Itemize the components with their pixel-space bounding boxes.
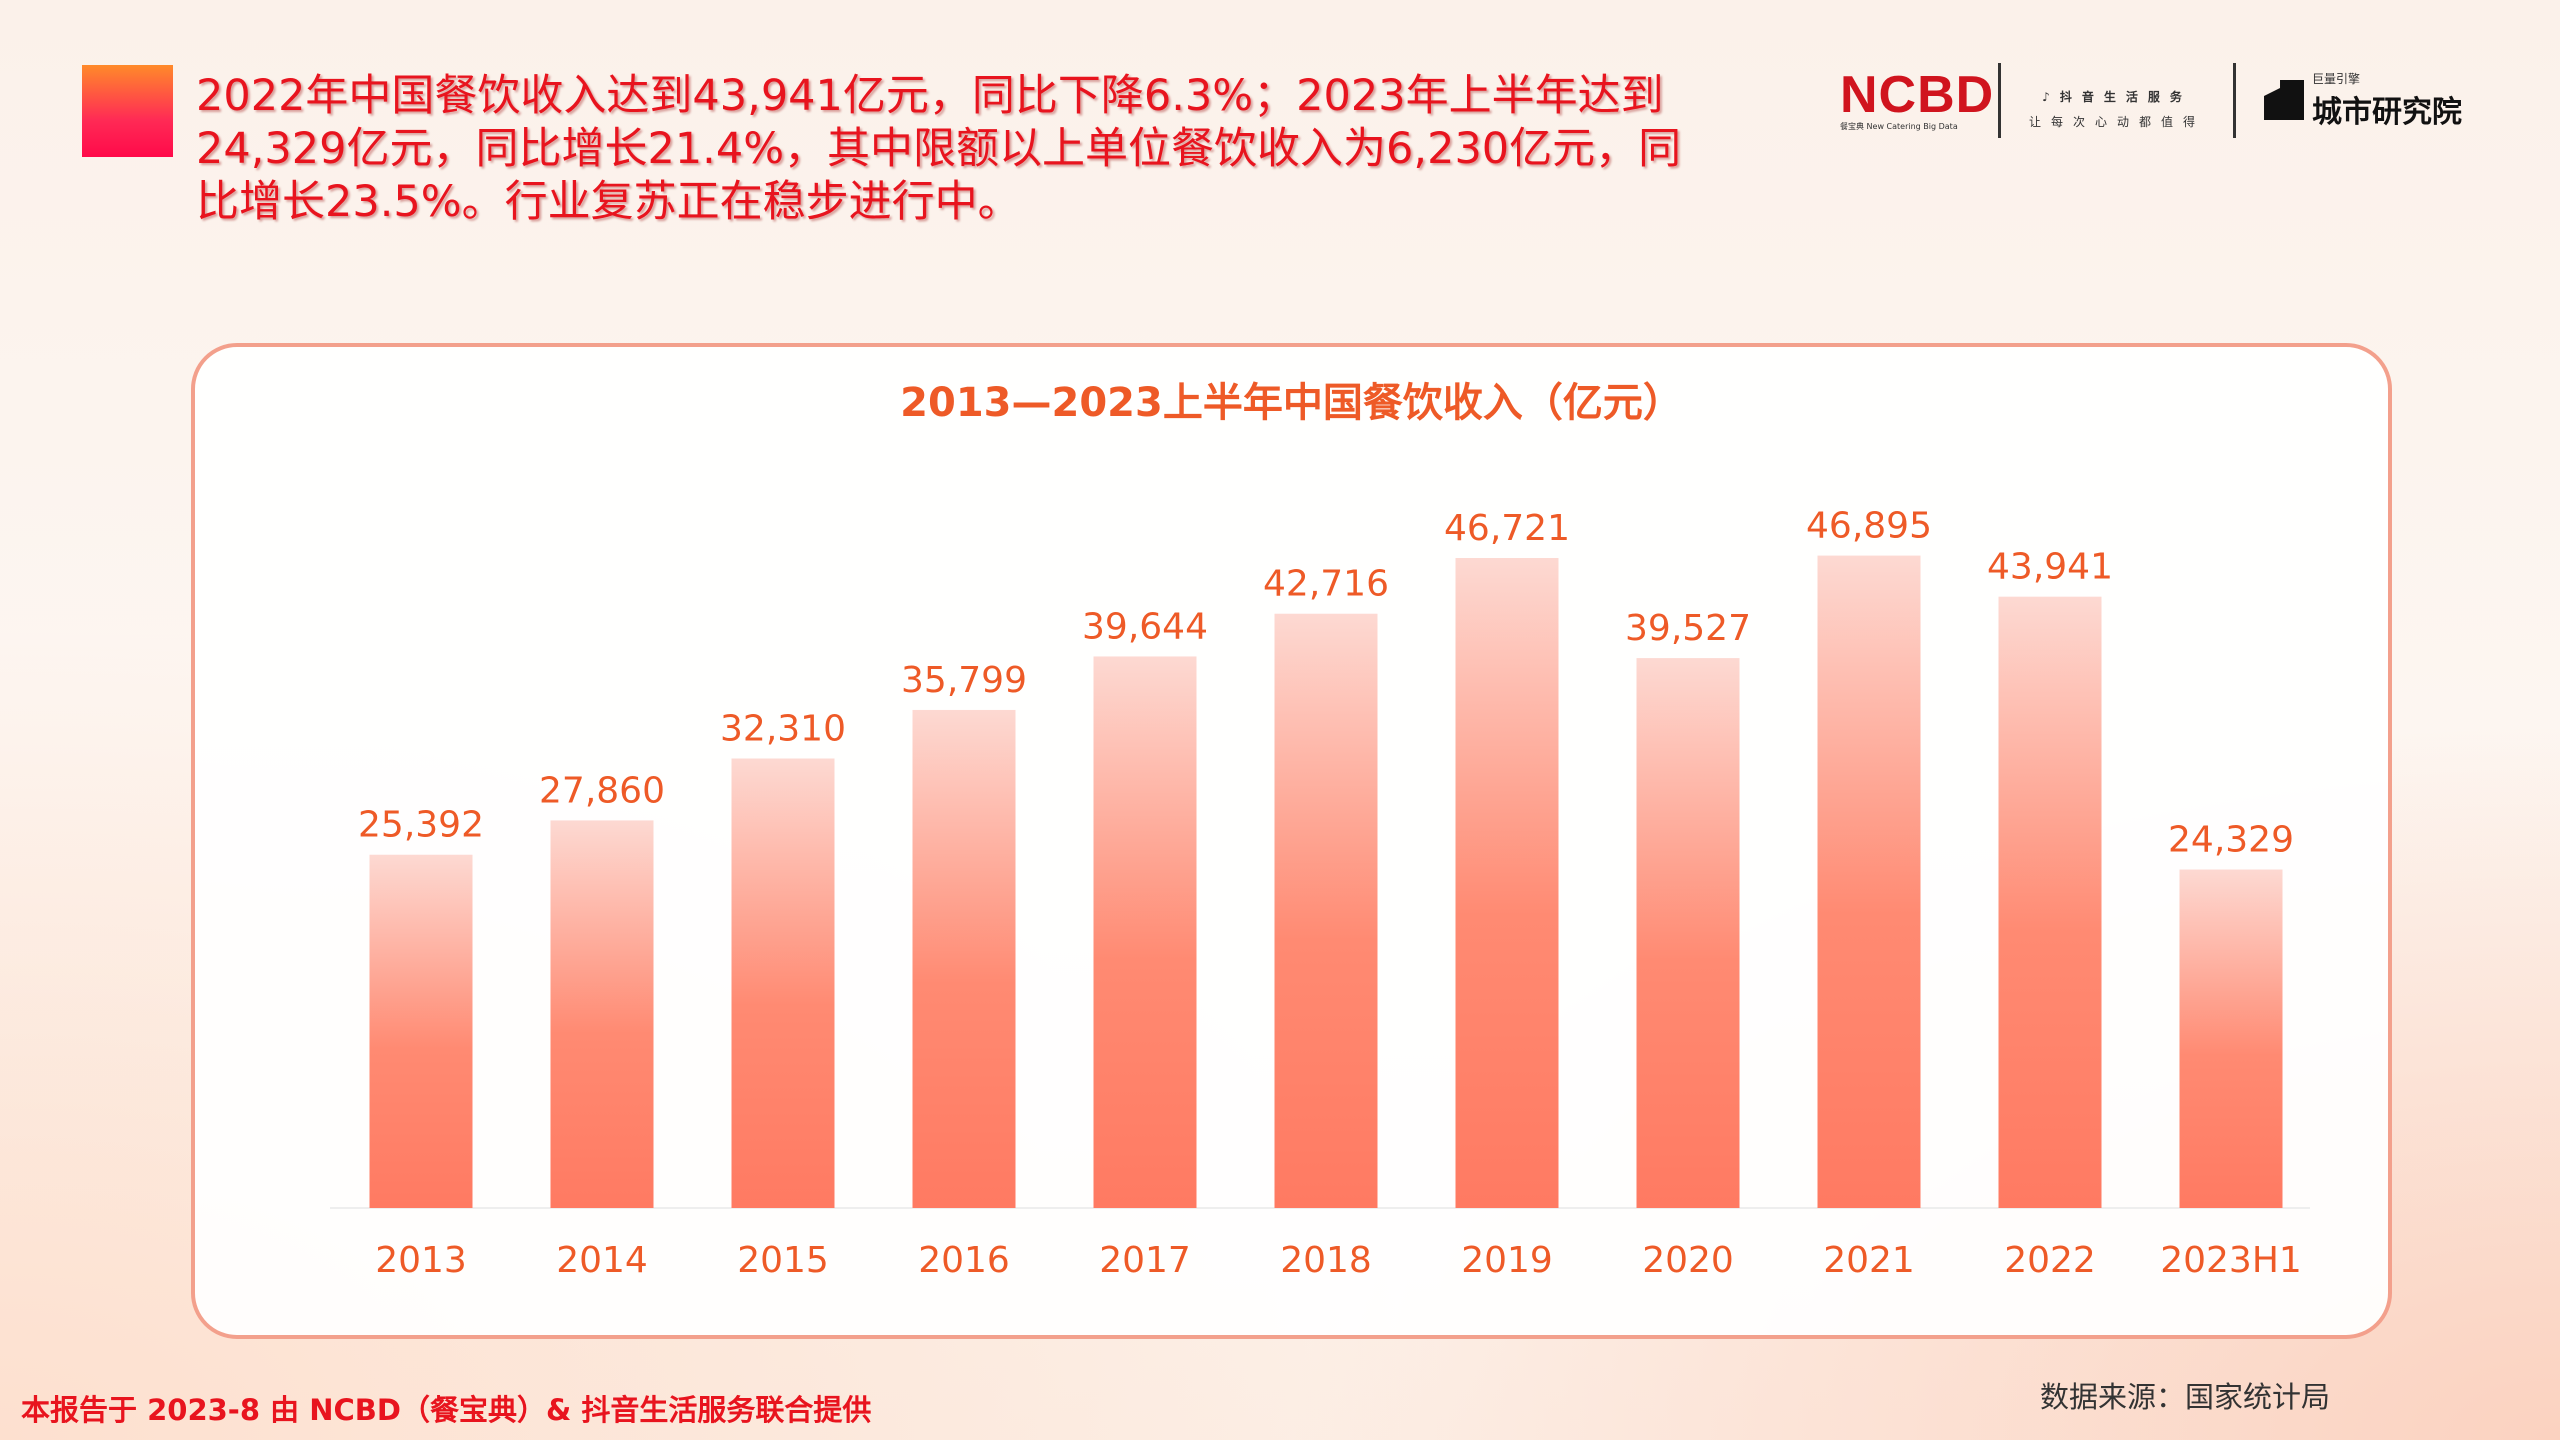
divider [1998,62,2001,138]
divider [2233,62,2237,138]
douyin-logo: ♪抖音生活服务 让每次心动都值得 [2029,89,2206,129]
headline: 2022年中国餐饮收入达到43,941亿元，同比下降6.3%；2023年上半年达… [196,71,1682,227]
data-source: 数据来源：国家统计局 [2040,1380,2331,1414]
bar-2020 [1636,658,1740,1208]
x-tick-label: 2016 [918,1240,1010,1281]
bar-2014 [550,820,654,1208]
x-tick-label: 2018 [1280,1240,1372,1281]
data-label: 27,860 [539,770,665,811]
data-label: 35,799 [901,660,1027,701]
data-label: 32,310 [720,708,846,749]
accent-block [82,65,173,157]
bar-2022 [1998,596,2102,1208]
bar-2017 [1093,656,1197,1208]
x-tick-label: 2017 [1099,1240,1191,1281]
data-label: 39,644 [1082,606,1208,647]
bar-2016 [912,709,1016,1208]
data-label: 46,895 [1806,506,1932,547]
data-label: 24,329 [2168,820,2294,861]
x-tick-label: 2014 [556,1240,648,1281]
data-label: 42,716 [1263,564,1389,605]
bar-2019 [1455,558,1559,1208]
bar-2021 [1817,555,1921,1208]
x-tick-label: 2019 [1461,1240,1553,1281]
x-tick-label: 2013 [375,1240,467,1281]
logo-bar: NCBD 餐宝典 New Catering Big Data ♪抖音生活服务 让每次… [1840,60,2462,140]
chart-title: 2013—2023上半年中国餐饮收入（亿元） [900,380,1683,426]
x-tick-label: 2022 [2004,1240,2096,1281]
x-tick-label: 2021 [1823,1240,1915,1281]
footer-credit: 本报告于 2023-8 由 NCBD（餐宝典）& 抖音生活服务联合提供 [21,1393,872,1427]
ncbd-logo: NCBD 餐宝典 New Catering Big Data [1840,65,1995,131]
bar-2018 [1274,613,1378,1208]
data-label: 39,527 [1625,608,1751,649]
juliang-logo: 巨量引擎 城市研究院 [2264,70,2462,131]
x-tick-label: 2020 [1642,1240,1734,1281]
bar-2013 [369,854,473,1208]
data-label: 25,392 [358,805,484,846]
bar-2023H1 [2179,869,2283,1208]
data-label: 43,941 [1987,547,2113,588]
douyin-note-icon: ♪ [2042,89,2060,104]
x-tick-label: 2023H1 [2160,1240,2302,1281]
bar-2015 [731,758,835,1208]
data-label: 46,721 [1444,508,1570,549]
x-tick-label: 2015 [737,1240,829,1281]
